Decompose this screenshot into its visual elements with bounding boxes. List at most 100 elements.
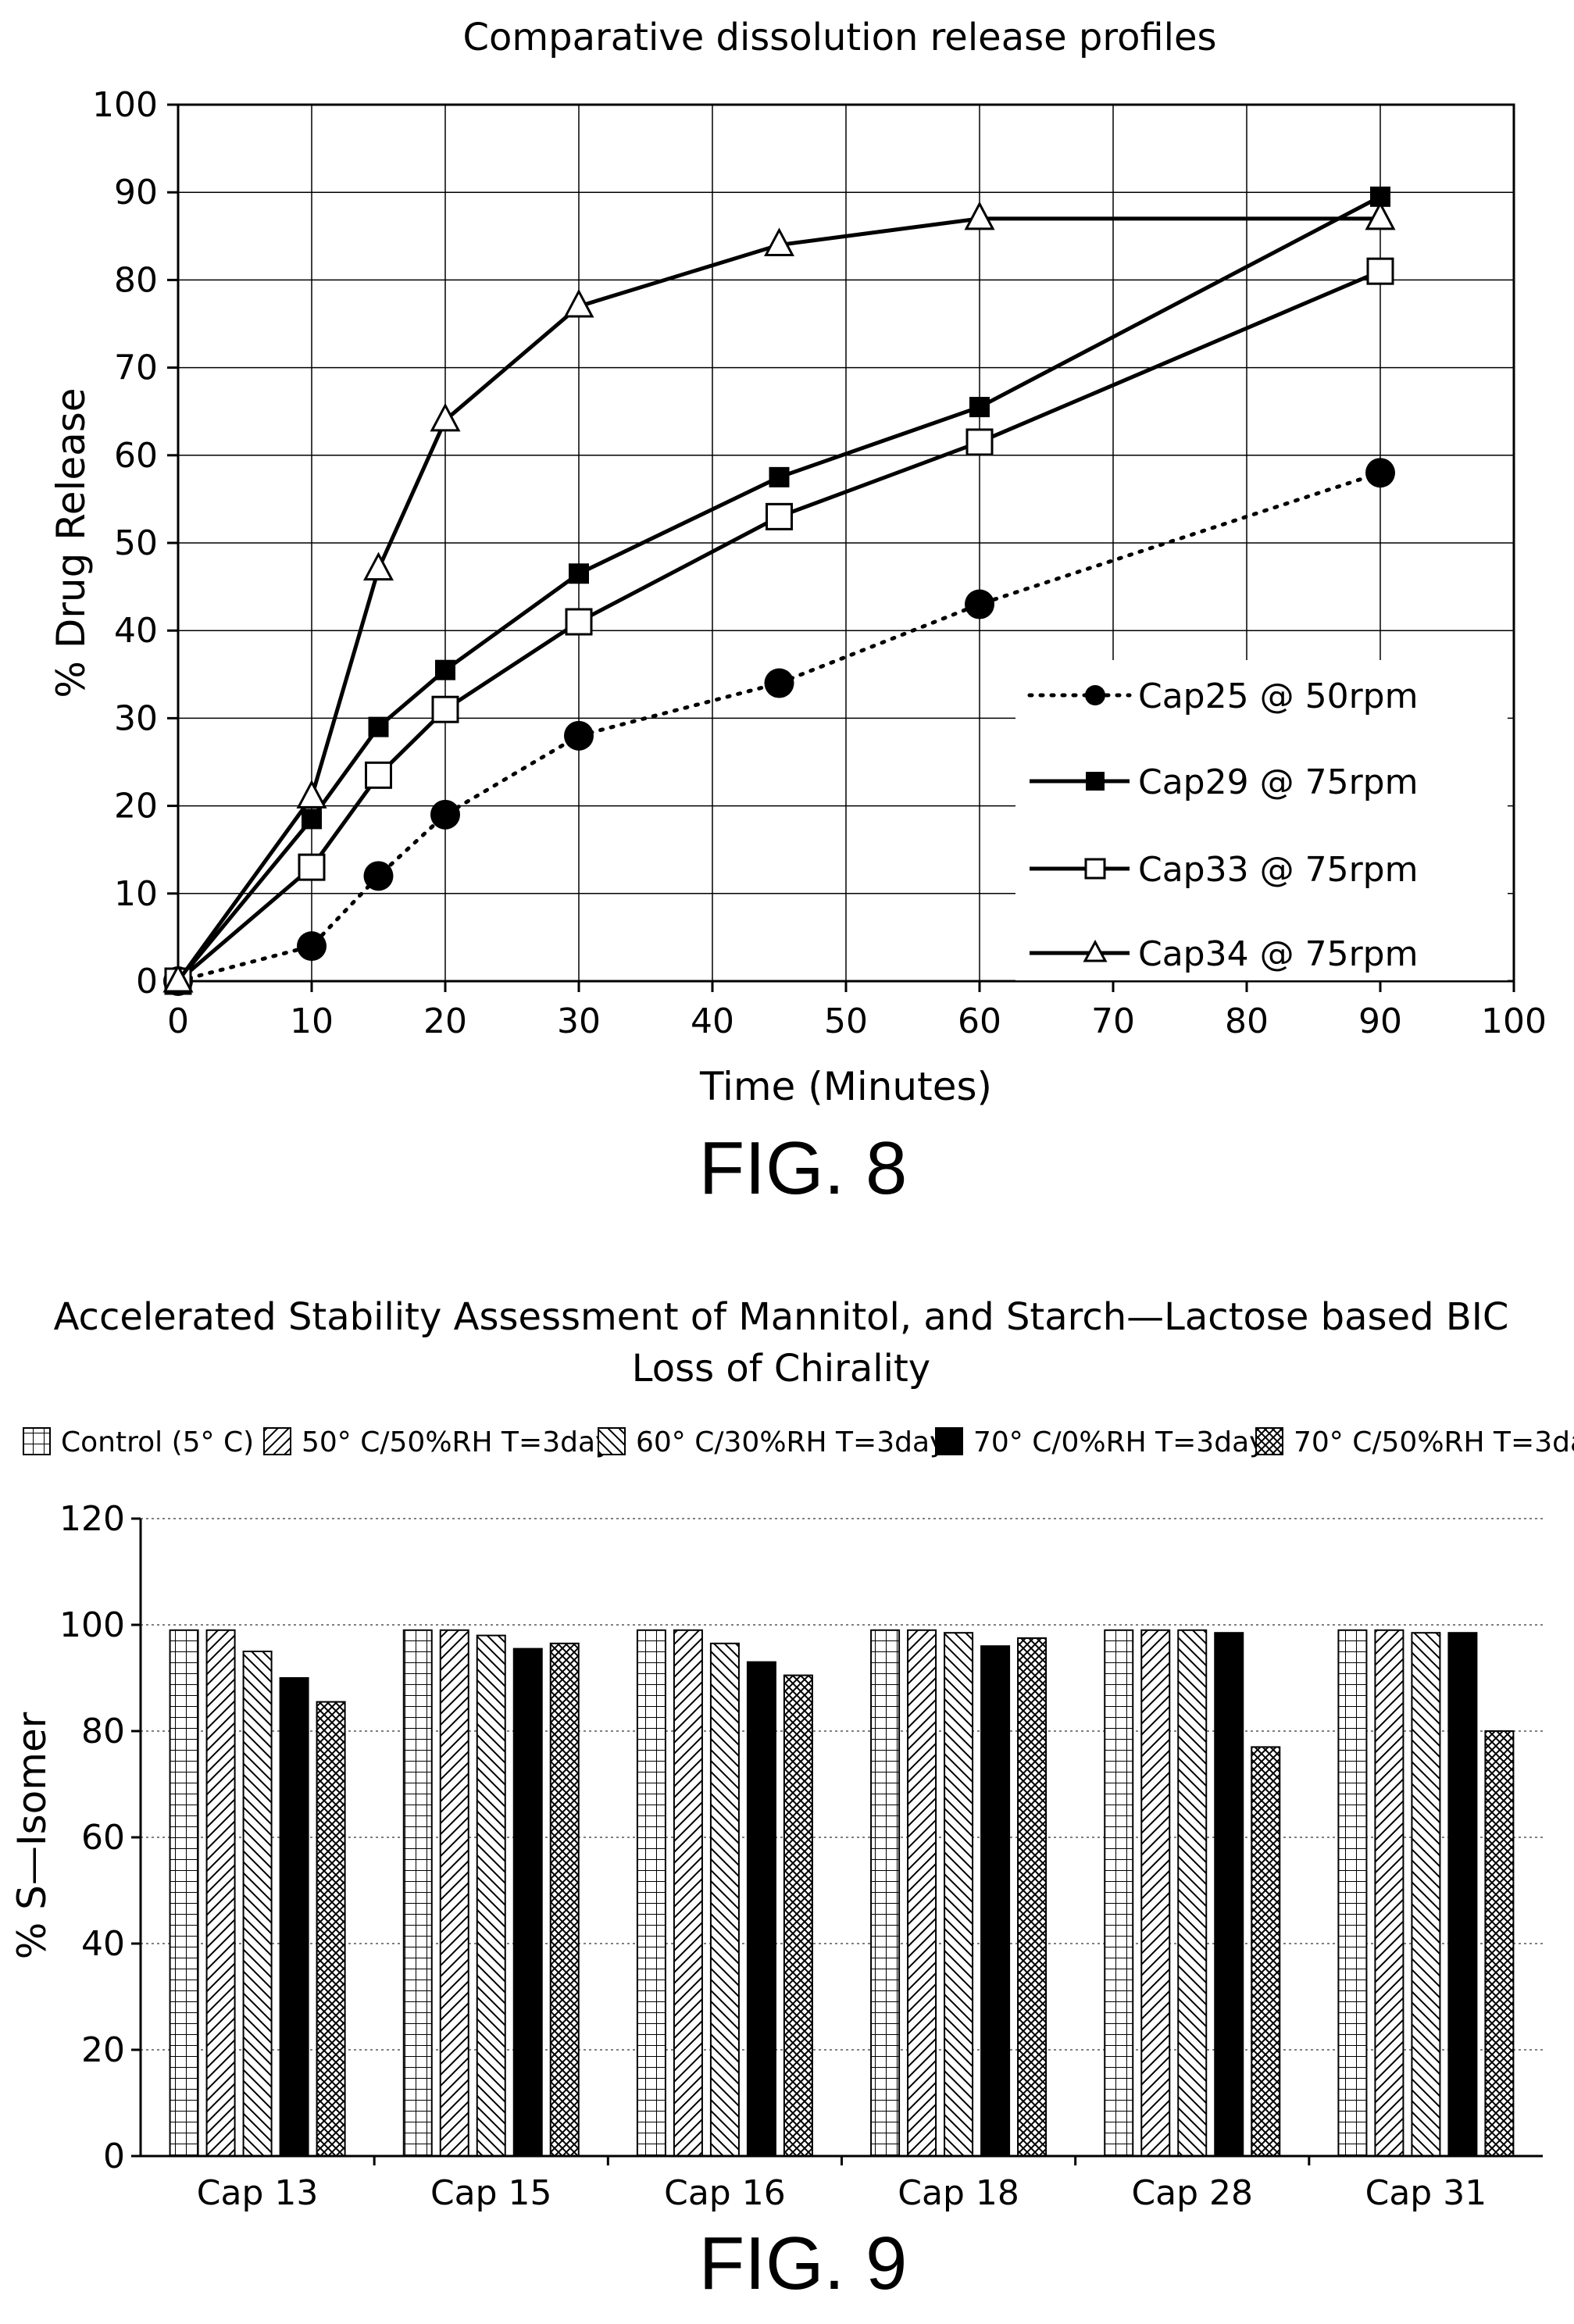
x-tick-label: 100 <box>1481 1001 1547 1041</box>
figure-label: FIG. 9 <box>699 2222 908 2305</box>
chart-fig8: Comparative dissolution release profiles… <box>48 16 1547 1210</box>
bar <box>476 1634 506 2158</box>
bar-group <box>870 1629 1048 2158</box>
category-label: Cap 16 <box>664 2173 786 2213</box>
category-label: Cap 28 <box>1131 2173 1253 2213</box>
legend-label: Cap33 @ 75rpm <box>1138 850 1418 890</box>
x-tick-label: 40 <box>691 1001 734 1041</box>
legend-entry: 70° C/50%RH T=3days <box>1255 1426 1574 1458</box>
y-tick-label: 50 <box>114 523 158 563</box>
data-point <box>569 563 589 584</box>
y-tick-label: 40 <box>81 1924 125 1964</box>
data-point <box>435 659 455 680</box>
series-layer <box>162 186 1396 996</box>
series-cap33 <box>164 257 1394 995</box>
legend-marker <box>1085 685 1105 705</box>
x-tick-labels: 0 10 20 30 40 50 60 70 80 90 100 <box>167 1001 1547 1041</box>
bar <box>279 1677 309 2157</box>
legend-entry: Cap34 @ 75rpm <box>1030 934 1418 974</box>
bar <box>1447 1632 1478 2157</box>
y-axis-label: % Drug Release <box>48 387 94 698</box>
data-point <box>565 608 593 636</box>
data-point <box>969 397 990 418</box>
series-cap34 <box>162 201 1396 993</box>
bar <box>980 1645 1011 2157</box>
x-tick-label: 0 <box>167 1001 189 1041</box>
bar-group <box>1104 1629 1281 2158</box>
bar <box>1177 1629 1208 2158</box>
legend-swatch <box>1255 1427 1283 1455</box>
y-tick-label: 80 <box>114 260 158 300</box>
data-point <box>1365 201 1396 230</box>
bar <box>512 1648 543 2158</box>
bar <box>1251 1746 1281 2157</box>
bar <box>1374 1629 1404 2158</box>
legend-swatch <box>935 1427 963 1455</box>
legend-marker <box>1083 939 1108 962</box>
data-point <box>965 428 994 456</box>
legend-swatch <box>23 1427 51 1455</box>
x-tick-label: 80 <box>1225 1001 1269 1041</box>
y-tick-labels: 0 10 20 30 40 50 60 70 80 90 100 <box>92 85 158 1001</box>
data-point <box>363 861 394 891</box>
y-tick-label: 10 <box>114 874 158 914</box>
category-label: Cap 13 <box>197 2173 319 2213</box>
legend-background <box>1015 660 1508 980</box>
y-tick-label: 80 <box>81 1712 125 1751</box>
bar <box>783 1674 813 2158</box>
data-point <box>1366 257 1394 285</box>
data-point <box>431 695 459 723</box>
x-axis-label: Time (Minutes) <box>699 1064 992 1109</box>
series-line <box>176 216 1380 983</box>
data-point <box>964 201 995 230</box>
legend-marker <box>1086 772 1105 791</box>
data-point <box>430 799 460 830</box>
category-label: Cap 31 <box>1365 2173 1487 2213</box>
bar <box>169 1629 199 2158</box>
bar <box>746 1661 776 2158</box>
data-point <box>296 780 327 809</box>
legend: Control (5° C) 50° C/50%RH T=3days 60° C/3… <box>23 1426 1574 1458</box>
series-line <box>177 269 1381 983</box>
legend-label: 70° C/50%RH T=3days <box>1294 1426 1574 1458</box>
y-tick-label: 0 <box>103 2137 125 2176</box>
data-point <box>1365 458 1395 488</box>
plot-frame <box>177 103 1515 983</box>
chart-subtitle: Loss of Chirality <box>632 1347 930 1390</box>
chart-fig9: Accelerated Stability Assessment of Mann… <box>9 1295 1574 2305</box>
x-tick-label: 90 <box>1358 1001 1402 1041</box>
bar <box>673 1629 703 2158</box>
bar-group <box>1337 1629 1515 2158</box>
legend-label: 70° C/0%RH T=3days <box>973 1426 1280 1458</box>
y-tick-label: 20 <box>81 2030 125 2070</box>
data-point <box>368 716 389 737</box>
legend: Cap25 @ 50rpm Cap29 @ 75rpm Cap33 @ 75rpm C… <box>1027 676 1418 974</box>
bar <box>402 1629 433 2158</box>
data-point <box>769 466 790 487</box>
chart-title: Accelerated Stability Assessment of Mann… <box>54 1295 1509 1339</box>
bar <box>316 1701 346 2158</box>
bar-group <box>402 1629 580 2158</box>
y-tick-label: 20 <box>114 787 158 826</box>
data-point <box>363 552 394 581</box>
bar <box>1214 1632 1244 2157</box>
figure-label: FIG. 8 <box>699 1126 908 1210</box>
legend-entry: 60° C/30%RH T=3days <box>598 1426 961 1458</box>
data-point <box>764 227 794 257</box>
legend-label: Cap29 @ 75rpm <box>1138 762 1418 802</box>
data-point <box>764 668 794 698</box>
bar <box>1411 1632 1441 2157</box>
chart-title: Comparative dissolution release profiles <box>462 16 1216 59</box>
bar <box>870 1629 901 2158</box>
y-tick-label: 60 <box>81 1818 125 1858</box>
legend-swatch <box>263 1427 291 1455</box>
bar <box>636 1629 666 2158</box>
legend-label: Control (5° C) <box>61 1426 254 1458</box>
y-tick-label: 30 <box>114 698 158 738</box>
bar-group <box>169 1629 346 2158</box>
data-point <box>563 288 594 318</box>
legend-entry: Cap29 @ 75rpm <box>1030 762 1418 802</box>
legend-marker <box>1084 858 1106 880</box>
bar <box>1337 1629 1368 2158</box>
data-point <box>162 963 194 993</box>
